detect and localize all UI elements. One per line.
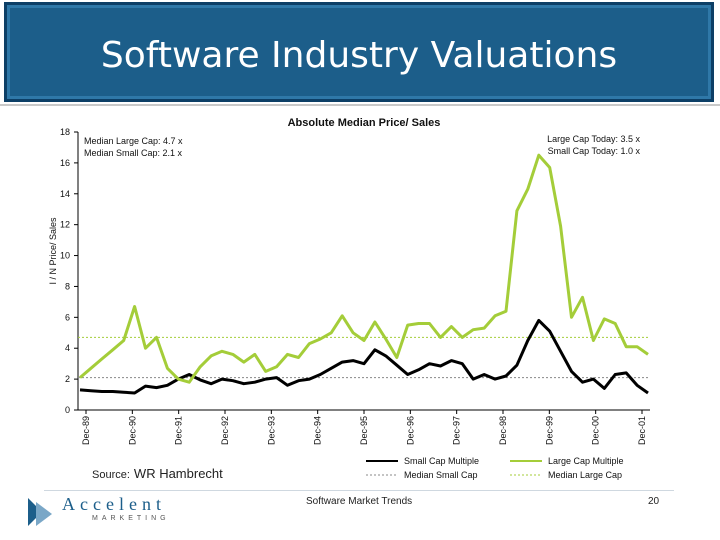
y-tick-label: 6 bbox=[65, 312, 70, 322]
footer-center-text: Software Market Trends bbox=[306, 496, 413, 507]
annotation-right: Small Cap Today: 1.0 x bbox=[548, 146, 641, 156]
price-sales-chart: Absolute Median Price/ Sales 0 2 4 6 8 10 12 14 1… bbox=[48, 117, 650, 480]
y-tick-label: 18 bbox=[60, 127, 70, 137]
x-tick-label: Dec-99 bbox=[544, 416, 554, 445]
x-tick-label: Dec-95 bbox=[359, 416, 369, 445]
page-number: 20 bbox=[648, 496, 660, 507]
source-label: Source: bbox=[92, 469, 130, 481]
legend-label: Small Cap Multiple bbox=[404, 456, 479, 466]
title-banner: Software Industry Valuations bbox=[4, 2, 714, 102]
source-value: WR Hambrecht bbox=[133, 466, 223, 481]
slide-frame bbox=[0, 104, 720, 490]
legend-label: Median Small Cap bbox=[404, 470, 478, 480]
source-note: Source: WR Hambrecht bbox=[92, 466, 223, 481]
x-tick-label: Dec-96 bbox=[405, 416, 415, 445]
x-tick-label: Dec-94 bbox=[313, 416, 323, 445]
annotation-left: Median Small Cap: 2.1 x bbox=[84, 148, 183, 158]
x-tick-label: Dec-97 bbox=[452, 416, 462, 445]
x-tick-label: Dec-93 bbox=[266, 416, 276, 445]
x-tick-label: Dec-90 bbox=[127, 416, 137, 445]
x-tick-label: Dec-01 bbox=[637, 416, 647, 445]
x-tick-label: Dec-98 bbox=[498, 416, 508, 445]
accelent-logo-icon bbox=[28, 498, 52, 526]
y-axis-label: I / N Price/ Sales bbox=[48, 217, 58, 285]
series-line bbox=[79, 153, 649, 384]
footer-divider bbox=[44, 490, 674, 491]
x-tick-label: Dec-00 bbox=[591, 416, 601, 445]
logo-subtext: MARKETING bbox=[92, 515, 170, 522]
x-tick-label: Dec-92 bbox=[220, 416, 230, 445]
y-tick-label: 12 bbox=[60, 220, 70, 230]
legend-label: Large Cap Multiple bbox=[548, 456, 624, 466]
chart-title: Absolute Median Price/ Sales bbox=[288, 117, 441, 129]
y-tick-label: 16 bbox=[60, 158, 70, 168]
logo-text: Accelent bbox=[62, 494, 166, 514]
x-tick-label: Dec-91 bbox=[174, 416, 184, 445]
y-tick-label: 2 bbox=[65, 374, 70, 384]
series-line bbox=[79, 318, 649, 395]
annotation-left: Median Large Cap: 4.7 x bbox=[84, 136, 183, 146]
annotation-right: Large Cap Today: 3.5 x bbox=[547, 134, 640, 144]
y-tick-label: 0 bbox=[65, 405, 70, 415]
x-tick-label: Dec-89 bbox=[81, 416, 91, 445]
legend-label: Median Large Cap bbox=[548, 470, 622, 480]
y-tick-label: 4 bbox=[65, 343, 70, 353]
y-tick-label: 10 bbox=[60, 251, 70, 261]
slide-title: Software Industry Valuations bbox=[100, 35, 618, 76]
y-tick-label: 8 bbox=[65, 281, 70, 291]
y-tick-label: 14 bbox=[60, 189, 70, 199]
